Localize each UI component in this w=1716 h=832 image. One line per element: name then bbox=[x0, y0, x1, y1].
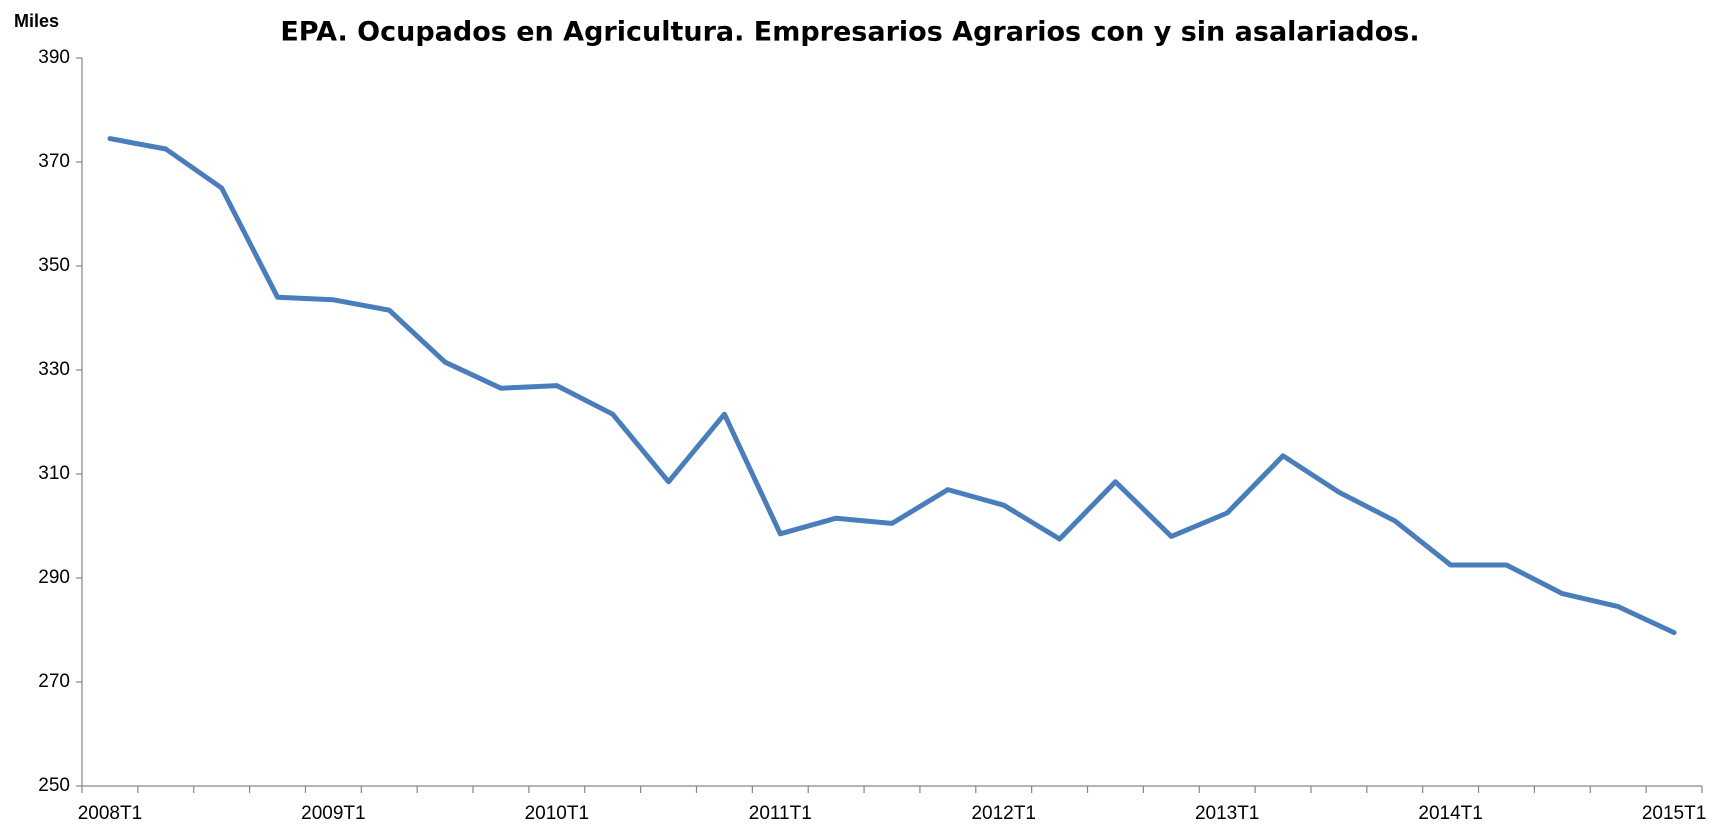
y-tick-label: 330 bbox=[38, 359, 70, 380]
x-tick-label: 2015T1 bbox=[1642, 803, 1706, 824]
y-tick-label: 390 bbox=[38, 47, 70, 68]
x-tick-label: 2008T1 bbox=[78, 803, 142, 824]
y-axis-label: Miles bbox=[14, 11, 59, 31]
x-tick-label: 2014T1 bbox=[1418, 803, 1482, 824]
x-tick-label: 2012T1 bbox=[971, 803, 1035, 824]
y-tick-label: 310 bbox=[38, 463, 70, 484]
x-tick-label: 2009T1 bbox=[301, 803, 365, 824]
x-tick-label: 2010T1 bbox=[525, 803, 589, 824]
chart-title: EPA. Ocupados en Agricultura. Empresario… bbox=[280, 17, 1419, 48]
y-tick-label: 370 bbox=[38, 151, 70, 172]
y-tick-label: 350 bbox=[38, 255, 70, 276]
x-tick-label: 2011T1 bbox=[749, 803, 812, 824]
x-tick-label: 2013T1 bbox=[1195, 803, 1259, 824]
data-line bbox=[107, 136, 1677, 636]
y-tick-label: 270 bbox=[38, 671, 70, 692]
y-tick-label: 250 bbox=[38, 775, 70, 796]
y-tick-label: 290 bbox=[38, 567, 70, 588]
